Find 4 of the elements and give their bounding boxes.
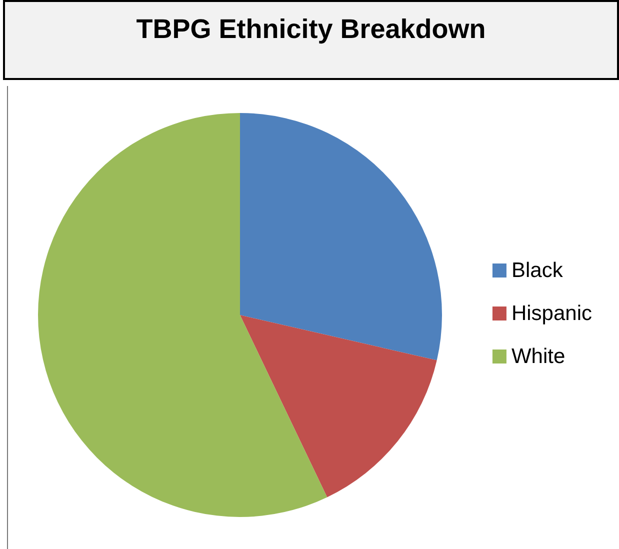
legend-label: Black <box>511 259 564 282</box>
chart-title: TBPG Ethnicity Breakdown <box>136 14 486 45</box>
legend-label: Hispanic <box>511 302 592 325</box>
legend-label: White <box>511 345 566 368</box>
